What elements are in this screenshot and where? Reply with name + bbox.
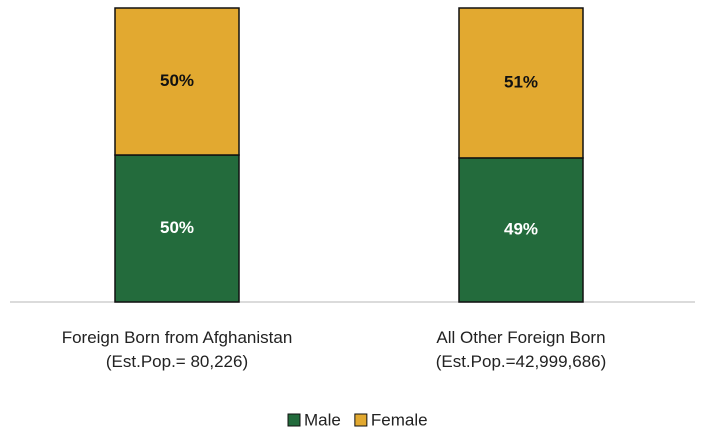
data-label: 51% [504, 72, 538, 91]
data-label: 49% [504, 219, 538, 238]
legend-swatch [354, 413, 368, 427]
legend-label: Male [304, 410, 341, 429]
x-tick-label: Foreign Born from Afghanistan (Est.Pop.=… [61, 328, 293, 371]
bar-segment [114, 7, 240, 156]
legend-label: Female [371, 410, 428, 429]
data-label: 50% [160, 218, 194, 237]
data-label: 50% [160, 71, 194, 90]
bar-segment [114, 154, 240, 303]
legend-swatch [287, 413, 301, 427]
x-tick-label: All Other Foreign Born (Est.Pop.=42,999,… [435, 328, 607, 371]
bar-segment [458, 7, 584, 159]
bar-segment [458, 157, 584, 303]
